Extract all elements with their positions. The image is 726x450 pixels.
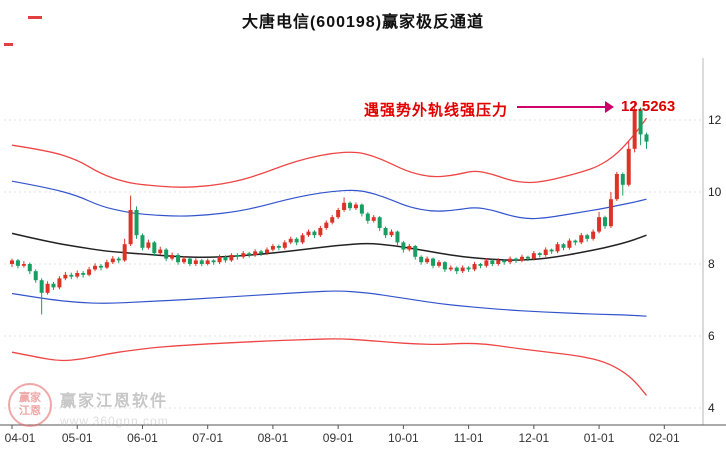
watermark-brand-text: 赢家江恩软件 <box>60 393 169 410</box>
y-tick-label: 10 <box>708 185 722 199</box>
x-tick-label: 06-01 <box>127 431 158 445</box>
corner-tick-marker <box>4 43 13 46</box>
peak-price-label: 12.5263 <box>621 98 676 115</box>
x-axis: 04-01 05-01 06-01 07-01 08-01 09-01 10-01 11-01… <box>0 424 726 445</box>
watermark-site-text: www.360gnn.com <box>60 414 169 428</box>
x-tick-label: 01-01 <box>584 431 615 445</box>
channel-line-inner-rail-top <box>11 180 647 220</box>
channel-line-inner-rail-bottom <box>11 290 647 317</box>
x-tick-label: 07-01 <box>192 431 223 445</box>
x-tick-label: 05-01 <box>62 431 93 445</box>
pressure-annotation-label: 遇强势外轨线强压力 <box>364 102 509 119</box>
x-tick-label: 08-01 <box>258 431 289 445</box>
y-tick-label: 4 <box>708 401 715 415</box>
annotation-arrowhead-icon <box>605 101 614 113</box>
channel-line-outer-rail-bottom <box>11 338 648 396</box>
y-axis: 12 10 8 6 4 <box>708 113 722 415</box>
x-tick-label: 10-01 <box>388 431 419 445</box>
y-tick-label: 12 <box>708 113 722 127</box>
x-tick-label: 02-01 <box>649 431 680 445</box>
logo-text-top: 赢家 <box>19 392 41 405</box>
y-tick-label: 6 <box>708 329 715 343</box>
candles-layer <box>10 100 649 315</box>
x-tick-label: 12-01 <box>518 431 549 445</box>
annotation-arrow <box>517 106 607 108</box>
brand-logo-icon: 赢家 江恩 <box>8 383 52 427</box>
logo-text-bottom: 江恩 <box>19 405 41 417</box>
gridlines <box>4 58 704 425</box>
channel-line-mid-line <box>11 232 647 261</box>
x-tick-label: 04-01 <box>5 431 36 445</box>
y-tick-label: 8 <box>708 257 715 271</box>
x-tick-label: 09-01 <box>323 431 354 445</box>
watermark: 赢家 江恩 赢家江恩软件 www.360gnn.com <box>8 383 169 428</box>
page-title: 大唐电信(600198)赢家极反通道 <box>241 14 485 31</box>
x-tick-label: 11-01 <box>454 431 484 445</box>
corner-tick-marker <box>28 16 42 19</box>
channel-line-outer-rail-top <box>11 117 648 188</box>
